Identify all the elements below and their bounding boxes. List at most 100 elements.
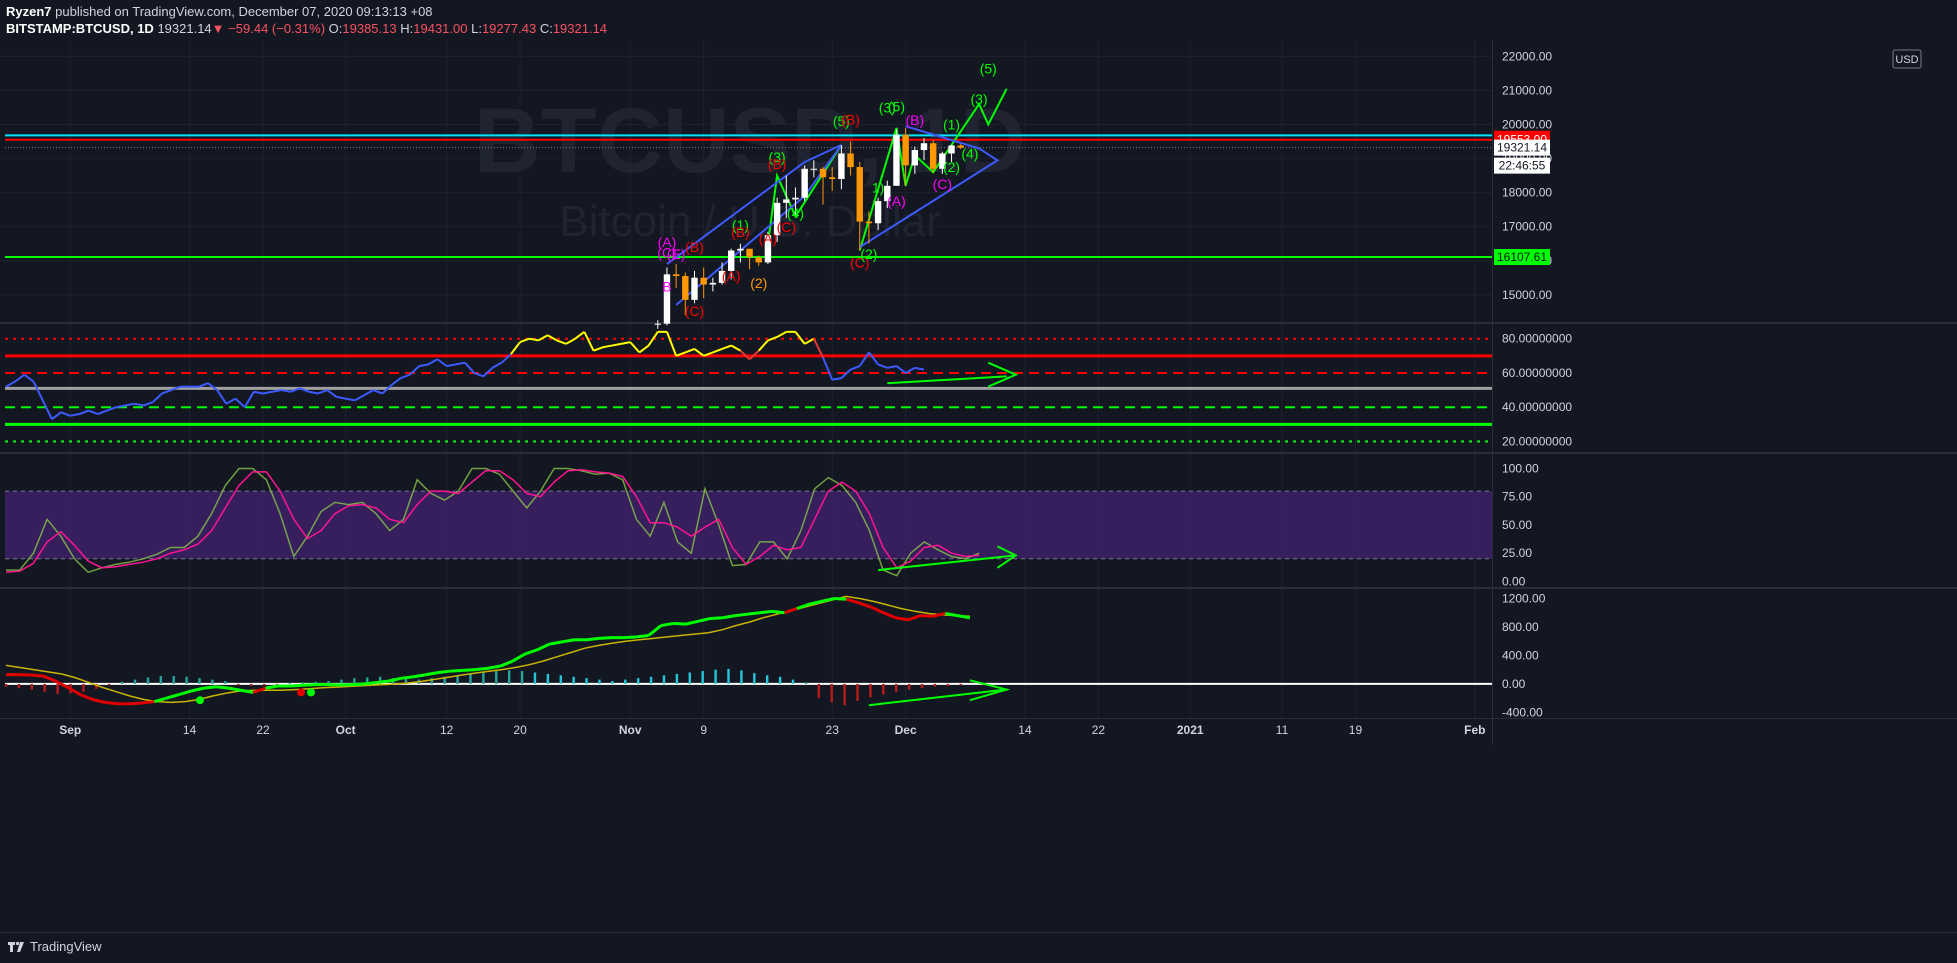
macd-histogram-bar (289, 683, 291, 684)
macd-histogram-bar (714, 670, 716, 684)
down-arrow-icon: ▼ (212, 21, 225, 36)
currency-label: USD (1895, 54, 1918, 66)
macd-cross-dot (307, 688, 315, 696)
price-candle (664, 268, 670, 326)
symbol-label[interactable]: BITSTAMP:BTCUSD, 1D (6, 21, 154, 36)
ohlc-line: BITSTAMP:BTCUSD, 1D 19321.14▼ −59.44 (−0… (6, 21, 607, 36)
wave-label: (A) (887, 193, 906, 209)
macd-cross-dot (297, 688, 305, 696)
macd-histogram-bar (302, 682, 304, 683)
low-label: L: (471, 21, 482, 36)
time-tick-label: 20 (513, 723, 527, 737)
candle-body (756, 257, 762, 262)
macd-tick-label: -400.00 (1502, 705, 1543, 719)
candle-body (866, 222, 872, 224)
macd-histogram-bar (805, 682, 807, 683)
stoch-tick-label: 100.00 (1502, 462, 1539, 476)
macd-line-segment (661, 623, 673, 625)
macd-histogram-bar (792, 680, 794, 684)
macd-line-segment (945, 613, 957, 615)
macd-line-segment (414, 675, 426, 677)
wave-label: (2) (943, 159, 960, 175)
macd-line-segment (451, 670, 463, 671)
price-tick-label: 21000.00 (1502, 83, 1552, 97)
price-candle (930, 140, 936, 172)
macd-histogram-bar (263, 684, 265, 685)
last-price: 19321.14 (157, 21, 211, 36)
high-value: 19431.00 (413, 21, 467, 36)
price-change: −59.44 (−0.31%) (228, 21, 325, 36)
time-tick-label: Dec (895, 723, 917, 737)
rsi-tick-label: 20.00000000 (1502, 434, 1572, 448)
wave-label: (B) (905, 112, 924, 128)
macd-line-segment (599, 638, 611, 639)
macd-line-segment (488, 666, 500, 668)
macd-histogram-bar (340, 680, 342, 684)
macd-histogram-bar (482, 672, 484, 684)
macd-histogram-bar (611, 681, 613, 684)
macd-histogram-bar (753, 673, 755, 684)
time-tick-label: 9 (700, 723, 707, 737)
low-value: 19277.43 (482, 21, 536, 36)
macd-line-segment (142, 702, 154, 703)
macd-histogram-bar (469, 673, 471, 684)
wave-label: B (662, 278, 671, 294)
time-tick-label: 11 (1276, 723, 1289, 737)
macd-histogram-bar (18, 684, 20, 688)
macd-histogram-bar (895, 684, 897, 692)
candle-body (792, 198, 798, 200)
stoch-tick-label: 50.00 (1502, 518, 1532, 532)
author-name[interactable]: Ryzen7 (6, 4, 52, 19)
time-tick-label: 2021 (1177, 723, 1204, 737)
macd-line-segment (463, 670, 475, 671)
wave-label: (C) (933, 176, 952, 192)
time-tick-label: 14 (1018, 723, 1032, 737)
candle-body (811, 169, 817, 170)
macd-histogram-bar (740, 670, 742, 684)
watermark-description: Bitcoin / U.S. Dollar (559, 197, 940, 246)
macd-histogram-bar (495, 671, 497, 684)
badge-countdown-label: 22:46:55 (1499, 159, 1546, 173)
macd-histogram-bar (637, 678, 639, 684)
price-tick-label: 18000.00 (1502, 186, 1552, 200)
macd-histogram-bar (831, 684, 833, 702)
tradingview-logo[interactable]: TradingView (8, 939, 102, 954)
macd-histogram-bar (31, 684, 33, 690)
wave-label: (5) (980, 60, 997, 76)
macd-histogram-bar (508, 670, 510, 684)
wave-label: (B) (841, 112, 860, 128)
price-tick-label: 22000.00 (1502, 49, 1552, 63)
macd-histogram-bar (173, 676, 175, 684)
macd-histogram-bar (624, 680, 626, 684)
macd-cross-dot (196, 696, 204, 704)
macd-tick-label: 1200.00 (1502, 592, 1546, 606)
macd-line-segment (377, 681, 389, 682)
macd-histogram-bar (908, 684, 910, 690)
candle-body (875, 201, 881, 223)
macd-histogram-bar (585, 678, 587, 684)
macd-histogram-bar (160, 676, 162, 684)
macd-histogram-bar (211, 680, 213, 684)
macd-line-segment (303, 685, 315, 686)
macd-histogram-bar (560, 675, 562, 684)
macd-histogram-bar (44, 684, 46, 692)
macd-histogram-bar (276, 684, 278, 685)
badge-last-price-label: 19321.14 (1497, 141, 1547, 155)
macd-line-segment (439, 671, 451, 672)
macd-line-segment (364, 682, 376, 683)
candle-body (948, 145, 954, 153)
macd-histogram-bar (701, 671, 703, 684)
candle-body (838, 153, 844, 179)
wave-label: 1) (872, 180, 884, 196)
macd-line-segment (710, 618, 722, 619)
wave-label: (2) (860, 246, 877, 262)
time-tick-label: Oct (336, 723, 356, 737)
time-tick-label: 23 (826, 723, 840, 737)
macd-tick-label: 800.00 (1502, 620, 1539, 634)
macd-histogram-bar (921, 684, 923, 688)
macd-histogram-bar (818, 684, 820, 698)
macd-histogram-bar (572, 677, 574, 684)
macd-histogram-bar (766, 675, 768, 684)
macd-line-segment (723, 616, 735, 618)
